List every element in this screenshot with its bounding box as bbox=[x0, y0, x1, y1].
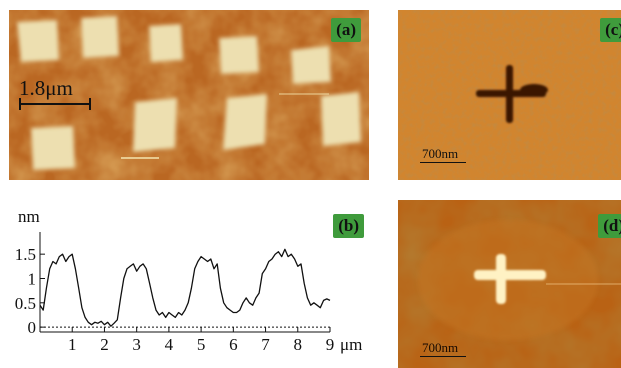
afm-image-a bbox=[9, 10, 369, 180]
cross-vertical bbox=[506, 65, 513, 123]
height-profile-chart: 1 2 3 4 5 6 7 8 9 0 0.5 1 1.5 nm μm bbox=[15, 207, 363, 354]
x-tick-label: 9 bbox=[326, 335, 335, 354]
panel-a-afm-image: 1.8μm (a) bbox=[9, 10, 369, 180]
scale-bar-d bbox=[420, 356, 466, 357]
panel-d-afm-image: 700nm (d) bbox=[398, 200, 621, 368]
y-tick-label: 1.5 bbox=[15, 245, 36, 264]
cross-vertical bbox=[496, 254, 506, 304]
pad bbox=[219, 36, 259, 74]
x-tick-label: 6 bbox=[229, 335, 238, 354]
scale-label-c: 700nm bbox=[422, 146, 459, 161]
y-tick-label: 0 bbox=[28, 318, 37, 337]
panel-b-height-profile: 1 2 3 4 5 6 7 8 9 0 0.5 1 1.5 nm μm (b) bbox=[0, 192, 370, 368]
panel-label-c: (c) bbox=[600, 18, 621, 42]
scale-bar-c bbox=[420, 162, 466, 163]
pad bbox=[291, 46, 331, 84]
y-tick-label: 0.5 bbox=[15, 294, 36, 313]
x-tick-label: 8 bbox=[294, 335, 303, 354]
x-tick-label: 2 bbox=[100, 335, 109, 354]
scale-label-d: 700nm bbox=[422, 340, 459, 355]
profile-series-line bbox=[39, 248, 331, 327]
x-axis-label: μm bbox=[340, 335, 362, 354]
x-tick-label: 4 bbox=[165, 335, 174, 354]
pad bbox=[149, 24, 183, 62]
x-tick-label: 1 bbox=[68, 335, 77, 354]
panel-c-afm-image: 700nm (c) bbox=[398, 10, 621, 180]
panel-label-d: (d) bbox=[598, 214, 621, 238]
afm-image-d bbox=[398, 200, 621, 368]
panel-label-b: (b) bbox=[333, 214, 364, 238]
pad bbox=[321, 92, 361, 146]
scale-bar-a-right-tick bbox=[89, 98, 91, 110]
x-tick-label: 5 bbox=[197, 335, 206, 354]
x-tick-label: 3 bbox=[132, 335, 141, 354]
scale-bar-a-left-tick bbox=[19, 98, 21, 110]
afm-image-c bbox=[398, 10, 621, 180]
pad bbox=[223, 94, 267, 150]
scale-bar-a bbox=[19, 103, 91, 105]
scale-label-a: 1.8μm bbox=[19, 76, 73, 100]
panel-label-a: (a) bbox=[331, 18, 361, 42]
pad bbox=[31, 126, 75, 170]
y-tick-label: 1 bbox=[28, 269, 37, 288]
pad bbox=[133, 98, 177, 152]
x-tick-label: 7 bbox=[261, 335, 270, 354]
pad bbox=[81, 16, 119, 58]
cross-horizontal bbox=[474, 270, 546, 280]
y-axis-label: nm bbox=[18, 207, 40, 226]
pad bbox=[17, 20, 59, 62]
